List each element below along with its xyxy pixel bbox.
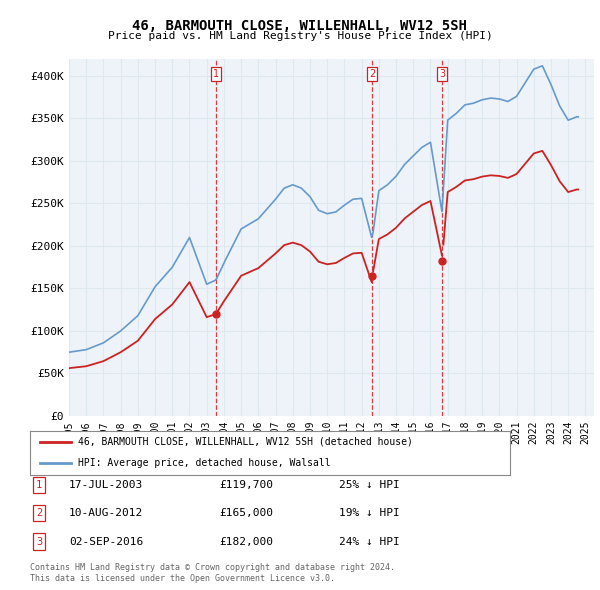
Text: 1: 1 [213,69,219,79]
Text: 2: 2 [36,509,42,518]
Text: £165,000: £165,000 [219,509,273,518]
Text: Price paid vs. HM Land Registry's House Price Index (HPI): Price paid vs. HM Land Registry's House … [107,31,493,41]
Text: This data is licensed under the Open Government Licence v3.0.: This data is licensed under the Open Gov… [30,574,335,583]
Text: 24% ↓ HPI: 24% ↓ HPI [339,537,400,546]
Text: 10-AUG-2012: 10-AUG-2012 [69,509,143,518]
Point [367,271,377,280]
Text: £119,700: £119,700 [219,480,273,490]
Text: 1: 1 [36,480,42,490]
Text: 46, BARMOUTH CLOSE, WILLENHALL, WV12 5SH: 46, BARMOUTH CLOSE, WILLENHALL, WV12 5SH [133,19,467,33]
Text: 25% ↓ HPI: 25% ↓ HPI [339,480,400,490]
Text: Contains HM Land Registry data © Crown copyright and database right 2024.: Contains HM Land Registry data © Crown c… [30,563,395,572]
Text: 3: 3 [439,69,445,79]
Text: 19% ↓ HPI: 19% ↓ HPI [339,509,400,518]
Point [211,310,221,319]
Text: £182,000: £182,000 [219,537,273,546]
Text: 17-JUL-2003: 17-JUL-2003 [69,480,143,490]
Text: HPI: Average price, detached house, Walsall: HPI: Average price, detached house, Wals… [78,458,331,467]
Point [437,257,447,266]
Text: 2: 2 [369,69,375,79]
Text: 46, BARMOUTH CLOSE, WILLENHALL, WV12 5SH (detached house): 46, BARMOUTH CLOSE, WILLENHALL, WV12 5SH… [78,437,413,447]
Text: 3: 3 [36,537,42,546]
Text: 02-SEP-2016: 02-SEP-2016 [69,537,143,546]
